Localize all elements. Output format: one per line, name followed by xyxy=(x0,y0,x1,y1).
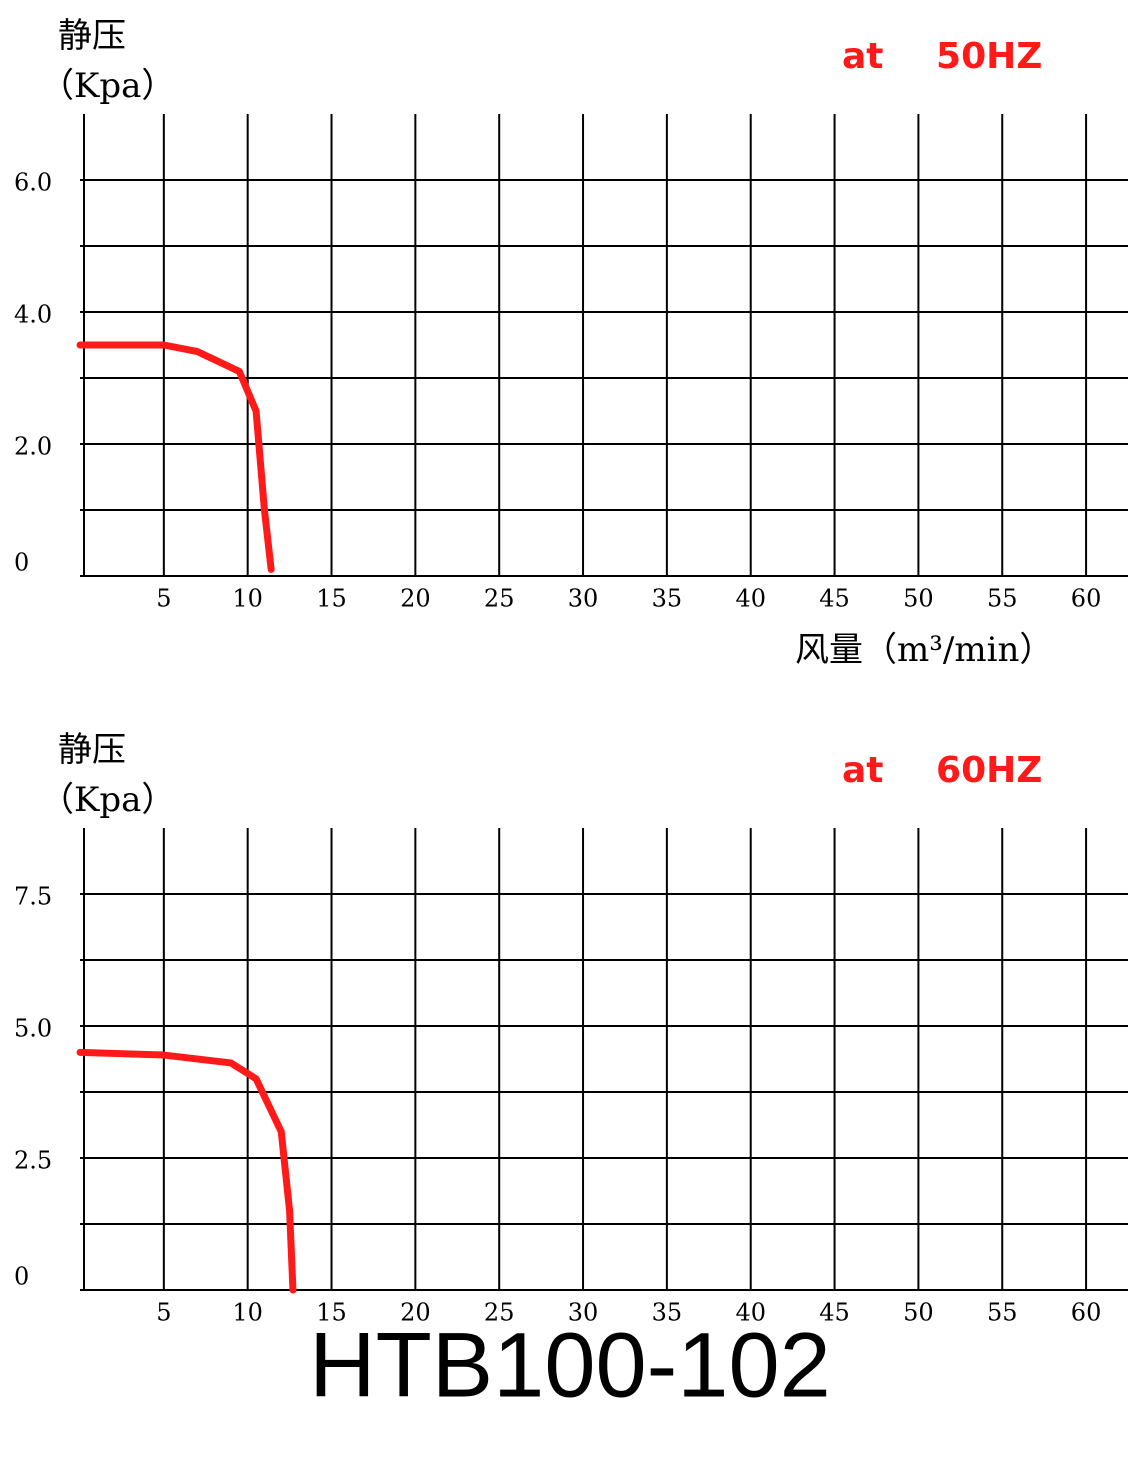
x-tick-label: 25 xyxy=(484,585,515,613)
x-tick-label: 55 xyxy=(987,1299,1018,1327)
y-label: （Kpa） xyxy=(40,780,175,820)
y-tick-label: 4.0 xyxy=(14,301,52,329)
y-tick-label: 6.0 xyxy=(14,169,52,197)
x-tick-label: 35 xyxy=(652,585,683,613)
y-label: 静压 xyxy=(58,730,126,770)
x-tick-label: 55 xyxy=(987,585,1018,613)
x-tick-label: 35 xyxy=(652,1299,683,1327)
x-tick-label: 20 xyxy=(400,1299,431,1327)
y-tick-label: 7.5 xyxy=(14,883,52,911)
x-tick-label: 15 xyxy=(316,1299,347,1327)
y-tick-label: 0 xyxy=(14,549,29,577)
y-tick-label: 2.5 xyxy=(14,1147,52,1175)
x-label: 风量（m³/min） xyxy=(795,630,1053,670)
x-tick-label: 10 xyxy=(232,585,263,613)
x-tick-label: 50 xyxy=(903,1299,934,1327)
x-tick-label: 5 xyxy=(156,1299,171,1327)
y-tick-label: 5.0 xyxy=(14,1015,52,1043)
x-tick-label: 5 xyxy=(156,585,171,613)
x-tick-label: 40 xyxy=(735,585,766,613)
x-tick-label: 10 xyxy=(232,1299,263,1327)
annotation: at 50HZ xyxy=(842,36,1042,77)
x-tick-label: 45 xyxy=(819,585,850,613)
annotation: at 60HZ xyxy=(842,750,1042,791)
page-title: HTB100-102 xyxy=(309,1314,831,1416)
y-tick-label: 2.0 xyxy=(14,433,52,461)
x-tick-label: 60 xyxy=(1071,1299,1102,1327)
y-label: 静压 xyxy=(58,16,126,56)
x-tick-label: 60 xyxy=(1071,585,1102,613)
x-tick-label: 30 xyxy=(568,1299,599,1327)
x-tick-label: 15 xyxy=(316,585,347,613)
x-tick-label: 40 xyxy=(735,1299,766,1327)
curve xyxy=(76,341,275,573)
curve xyxy=(76,1048,297,1294)
y-tick-label: 0 xyxy=(14,1263,29,1291)
x-tick-label: 30 xyxy=(568,585,599,613)
x-tick-label: 45 xyxy=(819,1299,850,1327)
x-tick-label: 50 xyxy=(903,585,934,613)
x-tick-label: 25 xyxy=(484,1299,515,1327)
x-tick-label: 20 xyxy=(400,585,431,613)
y-label: （Kpa） xyxy=(40,66,175,106)
